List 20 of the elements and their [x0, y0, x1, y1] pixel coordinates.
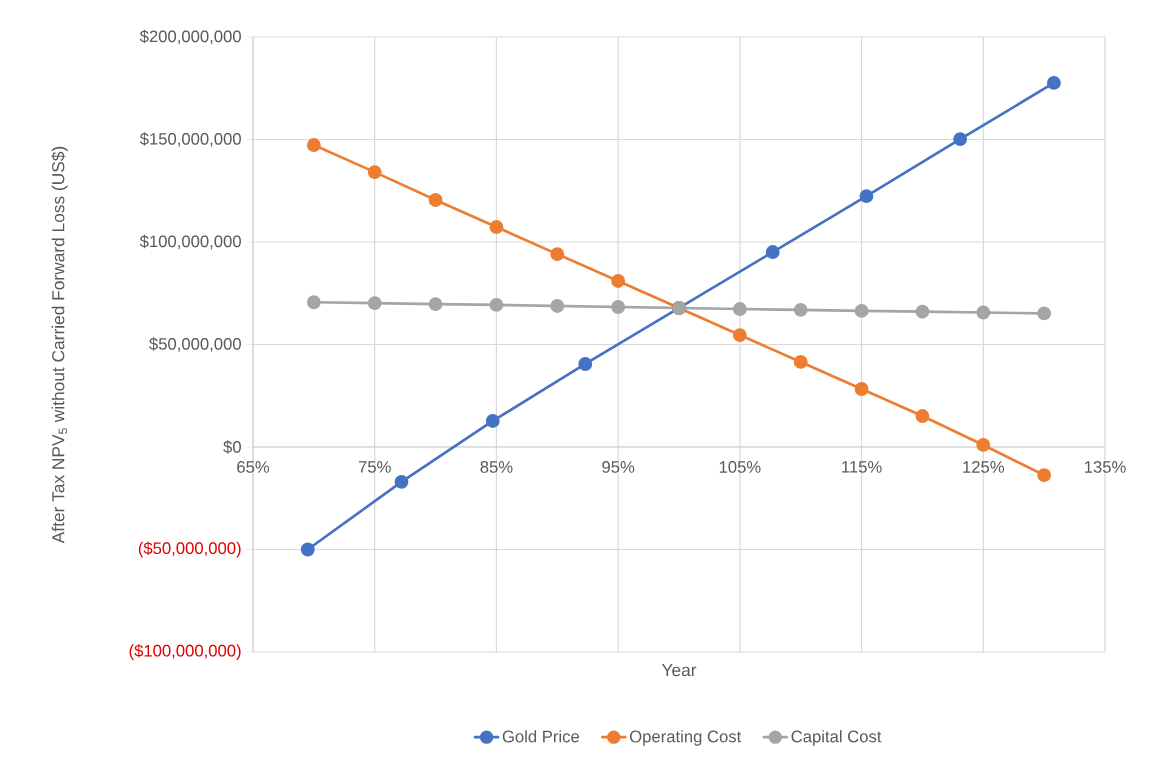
x-tick-label: 85% [480, 461, 513, 473]
y-tick-label: $200,000,000 [139, 29, 241, 45]
x-tick-label: 125% [963, 461, 1004, 473]
x-axis-title: Year [661, 664, 697, 677]
legend-label: Operating Cost [629, 730, 742, 746]
y-tick-label: $0 [223, 440, 241, 454]
x-tick-label: 105% [719, 461, 761, 473]
legend-label: Capital Cost [791, 730, 882, 746]
x-tick-label: 95% [602, 461, 635, 473]
y-tick-label: $100,000,000 [139, 234, 241, 250]
legend-label: Gold Price [502, 730, 579, 743]
y-tick-label: $50,000,000 [149, 337, 241, 352]
x-tick-label: 65% [237, 461, 270, 473]
y-axis-title: After Tax NPV$_{5}$ without Carried Forward Loss (US$) [51, 146, 68, 544]
y-tick-label: ($50,000,000) [138, 541, 241, 558]
x-tick-label: 75% [358, 461, 391, 473]
y-tick-label: $150,000,000 [139, 132, 241, 147]
x-tick-label: 115% [842, 461, 882, 473]
x-tick-label: 135% [1084, 461, 1126, 473]
y-tick-label: ($100,000,000) [129, 644, 241, 660]
